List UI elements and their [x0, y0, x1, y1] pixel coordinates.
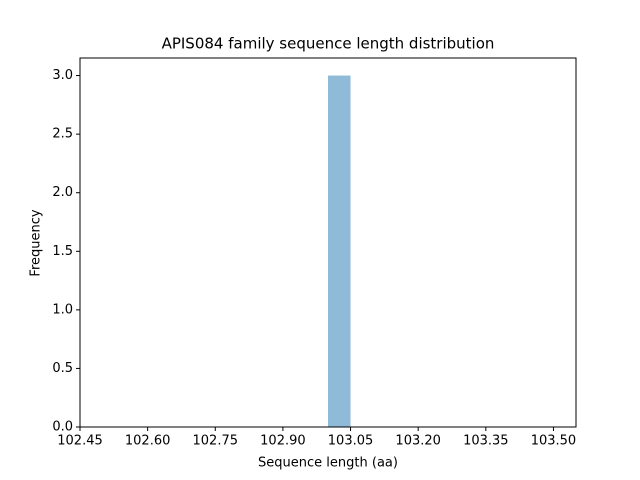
y-tick-label: 1.5: [52, 244, 73, 259]
x-axis-label: Sequence length (aa): [258, 456, 398, 471]
y-tick-label: 1.0: [52, 302, 73, 317]
y-tick-label: 0.0: [52, 420, 73, 435]
y-tick-label: 3.0: [52, 68, 73, 83]
x-tick-label: 103.05: [328, 434, 374, 449]
x-tick-label: 103.50: [531, 434, 577, 449]
x-tick-label: 102.60: [125, 434, 171, 449]
x-tick-label: 103.35: [463, 434, 509, 449]
plot-frame: [79, 57, 577, 428]
x-tick-label: 102.90: [260, 434, 306, 449]
x-tick-label: 103.20: [395, 434, 441, 449]
bar: [328, 75, 351, 428]
y-tick-label: 0.5: [52, 361, 73, 376]
x-tick-label: 102.45: [57, 434, 103, 449]
y-tick-label: 2.5: [52, 127, 73, 142]
y-axis-label: Frequency: [29, 209, 44, 276]
chart-title: APIS084 family sequence length distribut…: [162, 35, 495, 53]
x-tick-label: 102.75: [193, 434, 239, 449]
y-tick-label: 2.0: [52, 185, 73, 200]
